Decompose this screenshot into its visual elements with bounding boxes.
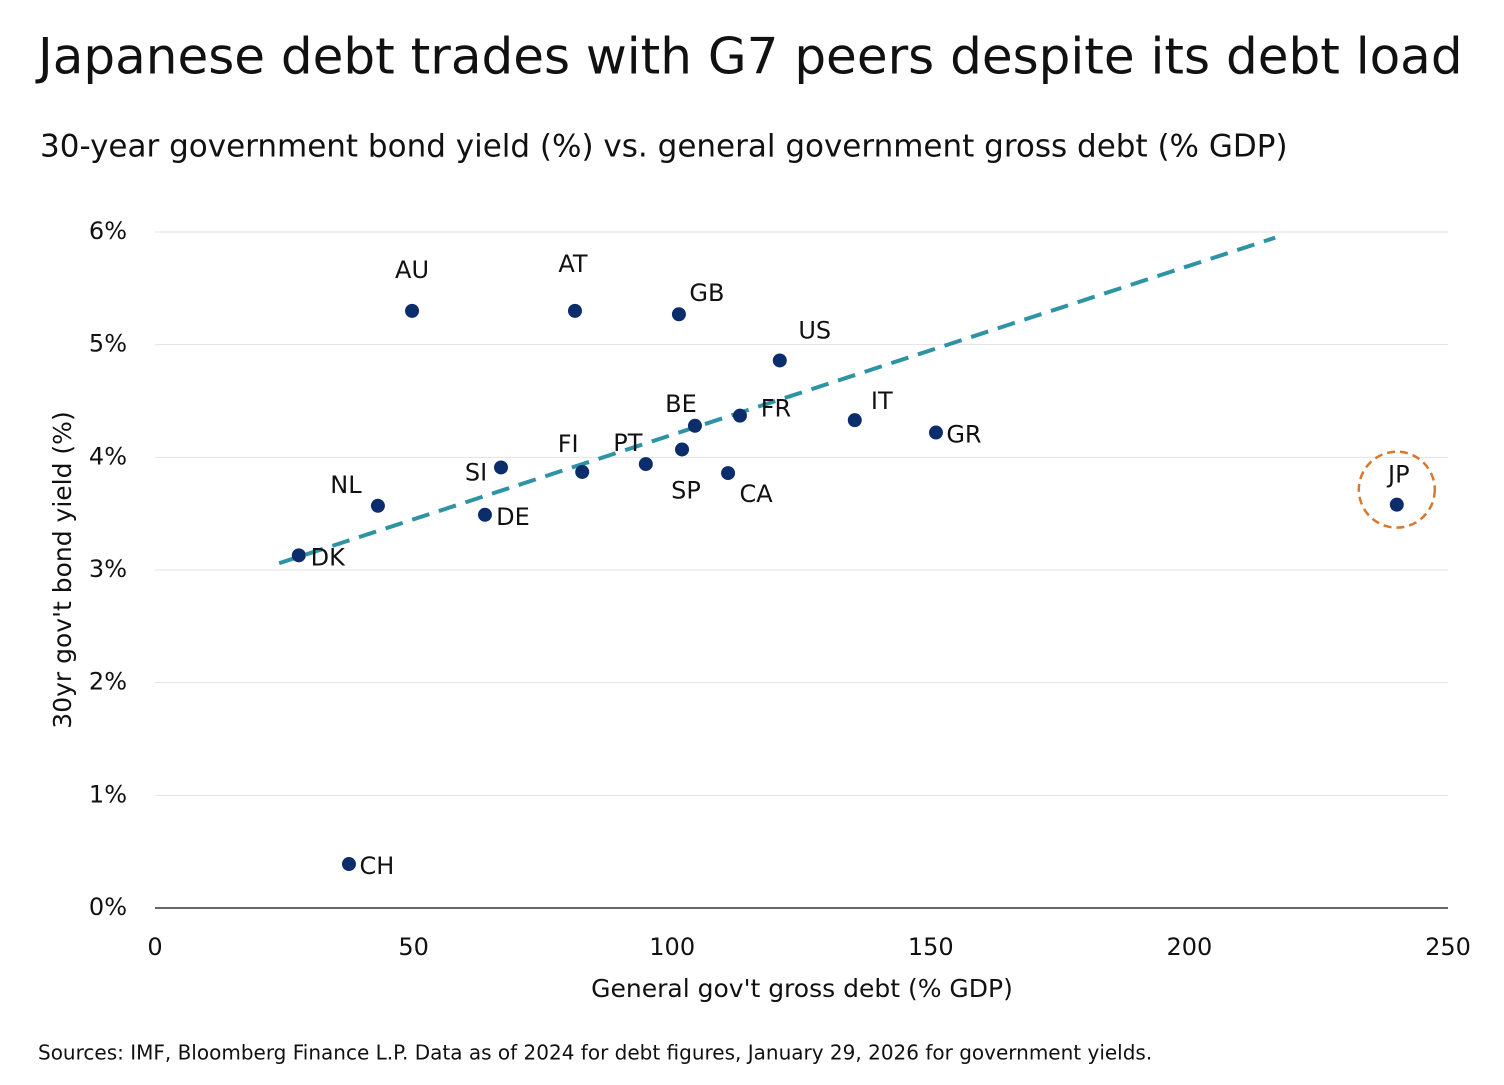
point (494, 460, 509, 475)
y-tick-label: 3% (89, 555, 127, 583)
point (405, 303, 420, 318)
point (675, 442, 690, 457)
highlight-ring (1357, 450, 1437, 529)
point-label: JP (1386, 461, 1410, 489)
source-note: Sources: IMF, Bloomberg Finance L.P. Dat… (38, 1041, 1152, 1065)
point (477, 507, 492, 522)
point (341, 857, 356, 872)
point (721, 466, 736, 481)
point-label: CA (739, 480, 773, 508)
point (370, 498, 385, 513)
point-label: AT (558, 250, 588, 278)
y-tick-label: 5% (89, 330, 127, 358)
point-label: BE (665, 390, 697, 418)
x-tick-label: 250 (1425, 933, 1471, 961)
point-label: US (798, 316, 831, 344)
y-tick-label: 0% (89, 893, 127, 921)
point-label: SP (671, 476, 701, 504)
x-tick-label: 50 (398, 933, 429, 961)
point (638, 457, 653, 472)
point (732, 408, 747, 423)
x-axis-title: General gov't gross debt (% GDP) (591, 974, 1013, 1003)
point (772, 353, 787, 368)
point-label: GB (689, 279, 724, 307)
trend-line (278, 235, 1276, 566)
point (1389, 497, 1404, 512)
point (291, 548, 306, 563)
point (567, 303, 582, 318)
point-label: SI (465, 458, 487, 486)
point-label: NL (330, 471, 362, 499)
point-label: AU (395, 256, 429, 284)
y-tick-label: 6% (89, 217, 127, 245)
x-tick-label: 150 (908, 933, 954, 961)
point-label: GR (946, 421, 981, 449)
y-tick-label: 1% (89, 780, 127, 808)
point-label: FI (558, 430, 579, 458)
point (928, 425, 943, 440)
point-label: IT (871, 387, 893, 415)
x-tick-label: 200 (1166, 933, 1212, 961)
point-label: PT (613, 429, 642, 457)
point-label: DK (311, 543, 346, 571)
point-label: DE (496, 503, 530, 531)
point-label: FR (761, 395, 791, 423)
point (847, 413, 862, 428)
point (575, 464, 590, 479)
y-tick-label: 2% (89, 668, 127, 696)
point (671, 307, 686, 322)
point (687, 418, 702, 433)
y-axis-title: 30yr gov't bond yield (%) (48, 411, 77, 728)
point-label: CH (360, 852, 395, 880)
chart-subtitle: 30-year government bond yield (%) vs. ge… (40, 129, 1288, 165)
x-tick-label: 0 (147, 933, 162, 961)
y-tick-label: 4% (89, 442, 127, 470)
x-tick-label: 100 (649, 933, 695, 961)
chart-title: Japanese debt trades with G7 peers despi… (35, 28, 1463, 86)
